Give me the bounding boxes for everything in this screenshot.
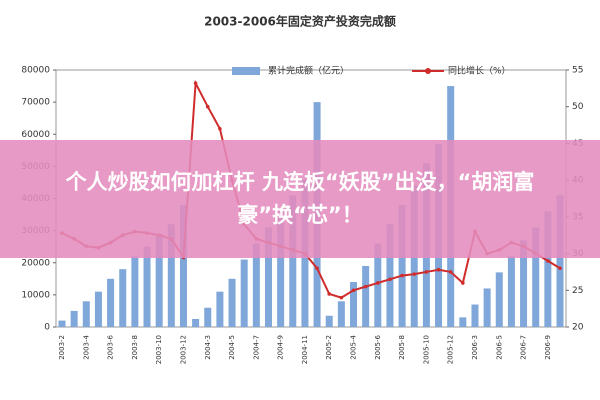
- bar: [507, 256, 515, 327]
- x-tick-label: 2005-2: [325, 335, 333, 360]
- bar: [556, 195, 564, 327]
- bar: [325, 315, 333, 327]
- x-tick-label: 2005-8: [398, 335, 406, 360]
- x-tick-label: 2003-4: [82, 334, 90, 359]
- line-point: [315, 266, 319, 271]
- bar: [155, 233, 163, 327]
- legend-swatch: [425, 68, 431, 74]
- bar: [143, 246, 151, 327]
- y-tick-label: 80000: [21, 66, 50, 76]
- line-point: [436, 267, 441, 272]
- y2-tick-label: 55: [572, 66, 583, 76]
- bar: [82, 301, 90, 327]
- line-point: [424, 270, 429, 274]
- x-tick-label: 2006-5: [495, 335, 503, 360]
- bar: [495, 272, 503, 327]
- bar: [350, 282, 358, 327]
- bar: [58, 320, 66, 327]
- bar: [70, 310, 78, 327]
- bar: [289, 195, 297, 327]
- y2-tick-label: 25: [572, 286, 583, 296]
- y-tick-label: 60000: [21, 130, 50, 140]
- line-point: [412, 272, 417, 276]
- line-point: [205, 104, 210, 109]
- bar: [119, 269, 127, 327]
- x-tick-label: 2004-5: [228, 335, 236, 360]
- bar: [167, 224, 175, 327]
- bar: [362, 265, 370, 327]
- y-tick-label: 0: [44, 323, 50, 333]
- line-point: [327, 292, 332, 296]
- y-tick-label: 70000: [21, 98, 50, 108]
- line-point: [461, 281, 465, 285]
- bar: [252, 243, 260, 327]
- bar: [374, 243, 382, 327]
- x-tick-label: 2004-7: [252, 335, 260, 360]
- x-tick-label: 2003-6: [107, 334, 115, 359]
- line-point: [546, 259, 550, 263]
- line-point: [558, 266, 562, 271]
- bar: [471, 304, 479, 327]
- x-tick-label: 2003-2: [58, 335, 66, 360]
- line-point: [400, 273, 404, 278]
- bar: [483, 288, 491, 327]
- banner: 个人炒股如何加杠杆 九连板“妖股”出没，“胡润富豪”换“芯”！: [0, 140, 600, 258]
- bar: [264, 227, 272, 327]
- line-point: [448, 270, 453, 274]
- chart-title: 2003-2006年固定资产投资完成额: [204, 14, 396, 29]
- bar: [192, 318, 200, 327]
- line-point: [376, 281, 380, 285]
- bar: [204, 307, 212, 327]
- x-tick-label: 2005-12: [447, 335, 455, 364]
- x-tick-label: 2006-3: [471, 335, 479, 360]
- x-tick-label: 2004-9: [277, 335, 285, 360]
- y-tick-label: 20000: [21, 258, 50, 268]
- bar: [179, 204, 187, 327]
- line-point: [339, 295, 344, 300]
- line-point: [363, 284, 368, 289]
- y2-tick-label: 50: [572, 102, 584, 112]
- line-point: [388, 277, 392, 282]
- x-tick-label: 2003-12: [179, 335, 187, 364]
- legend-swatch: [232, 67, 260, 75]
- bar: [398, 204, 406, 327]
- x-tick-label: 2005-6: [374, 334, 382, 359]
- bar: [240, 259, 248, 327]
- y2-tick-label: 20: [572, 323, 584, 333]
- bar: [532, 227, 540, 327]
- x-tick-label: 2003-10: [155, 335, 163, 364]
- bar: [216, 291, 224, 327]
- y-tick-label: 10000: [21, 290, 50, 300]
- legend-label: 同比增长（%）: [448, 65, 511, 77]
- x-tick-label: 2004-11: [301, 335, 309, 364]
- bar: [228, 278, 236, 327]
- bar: [337, 301, 345, 327]
- bar: [386, 224, 394, 327]
- x-tick-label: 2005-10: [422, 335, 430, 364]
- x-tick-label: 2003-8: [131, 335, 139, 360]
- line-point: [218, 126, 222, 131]
- bar: [131, 256, 139, 327]
- bar: [544, 211, 552, 327]
- bar: [459, 317, 467, 327]
- line-point: [193, 81, 198, 86]
- x-tick-label: 2005-4: [350, 334, 358, 359]
- x-tick-label: 2006-7: [520, 335, 528, 360]
- legend-label: 累计完成额（亿元）: [268, 65, 349, 77]
- x-tick-label: 2006-9: [544, 335, 552, 360]
- bar: [277, 211, 285, 327]
- x-tick-label: 2004-3: [204, 335, 212, 360]
- line-point: [351, 288, 356, 293]
- bar: [107, 278, 115, 327]
- bar: [94, 291, 102, 327]
- bar: [520, 240, 528, 327]
